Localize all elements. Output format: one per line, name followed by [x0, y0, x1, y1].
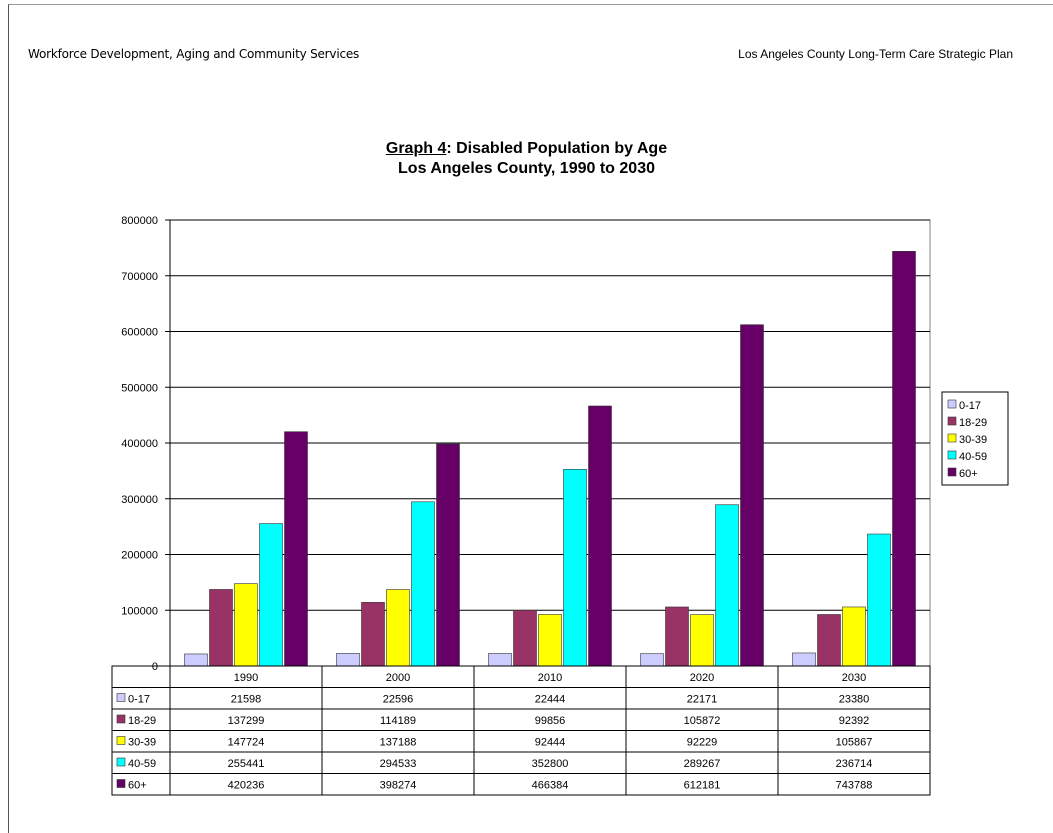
table-value: 294533 [380, 758, 417, 770]
table-series-name: 60+ [128, 780, 147, 792]
bar-40-59-1990 [259, 523, 283, 667]
bar-18-29-1990 [209, 589, 233, 667]
bar-60+-1990 [284, 431, 308, 667]
table-legend-swatch [116, 736, 126, 745]
y-tick-label: 600000 [121, 327, 158, 339]
bar-18-29-2000 [361, 602, 385, 667]
table-value: 137299 [228, 715, 265, 727]
legend-label: 40-59 [959, 451, 987, 463]
table-series-name: 40-59 [128, 758, 156, 770]
y-tick-label: 400000 [121, 438, 158, 450]
table-value: 22171 [687, 694, 718, 706]
legend-swatch [947, 433, 957, 443]
table-value: 289267 [684, 758, 721, 770]
table-value: 352800 [532, 758, 569, 770]
chart-subtitle: Los Angeles County, 1990 to 2030 [398, 160, 655, 177]
bar-60+-2020 [740, 324, 764, 667]
table-legend-swatch [116, 779, 126, 788]
table-value: 105872 [684, 715, 721, 727]
bar-60+-2010 [588, 405, 612, 667]
table-value: 137188 [380, 737, 417, 749]
x-category-label: 2030 [842, 672, 866, 684]
table-value: 22596 [383, 694, 414, 706]
table-value: 105867 [836, 737, 873, 749]
bar-30-39-2030 [842, 606, 866, 667]
table-value: 420236 [228, 780, 265, 792]
bar-40-59-2020 [715, 504, 739, 667]
legend-label: 30-39 [959, 434, 987, 446]
table-value: 398274 [380, 780, 417, 792]
chart-title: Graph 4: Disabled Population by Age [0, 140, 1053, 158]
table-legend-swatch [116, 714, 126, 724]
bar-18-29-2020 [665, 606, 689, 667]
legend-swatch [947, 399, 957, 409]
table-legend-swatch [116, 693, 126, 702]
table-series-name: 0-17 [128, 694, 150, 706]
table-value: 23380 [839, 694, 870, 706]
table-series-name: 30-39 [128, 737, 156, 749]
table-value: 92229 [687, 737, 718, 749]
table-value: 147724 [228, 737, 265, 749]
table-value: 99856 [535, 715, 566, 727]
bar-40-59-2000 [411, 501, 435, 667]
y-tick-label: 0 [152, 661, 158, 673]
legend-label: 60+ [959, 468, 978, 480]
bar-18-29-2010 [513, 610, 537, 667]
x-category-label: 1990 [234, 672, 258, 684]
table-value: 22444 [535, 694, 566, 706]
table-value: 114189 [380, 715, 416, 727]
legend-label: 18-29 [959, 417, 987, 429]
bar-30-39-2020 [690, 614, 714, 667]
table-value: 612181 [684, 780, 721, 792]
x-category-label: 2010 [538, 672, 562, 684]
bar-40-59-2030 [867, 533, 891, 667]
x-category-label: 2020 [690, 672, 714, 684]
legend-label: 0-17 [959, 400, 981, 412]
bar-0-17-2010 [488, 653, 512, 667]
y-tick-label: 300000 [121, 494, 158, 506]
bar-18-29-2030 [817, 614, 841, 667]
bar-0-17-2020 [640, 653, 664, 667]
bar-0-17-2030 [792, 652, 816, 667]
table-value: 92444 [535, 737, 566, 749]
table-value: 92392 [839, 715, 870, 727]
header-right: Los Angeles County Long-Term Care Strate… [738, 47, 1013, 61]
bar-30-39-1990 [234, 583, 258, 667]
table-value: 743788 [836, 780, 873, 792]
chart-title-prefix: Graph 4 [385, 140, 447, 157]
bar-30-39-2000 [386, 589, 410, 667]
table-value: 466384 [532, 780, 569, 792]
bar-60+-2030 [892, 251, 916, 667]
bar-60+-2000 [436, 443, 460, 667]
y-tick-label: 500000 [121, 382, 158, 394]
table-value: 255441 [228, 758, 265, 770]
legend-swatch [947, 450, 957, 460]
table-value: 236714 [836, 758, 873, 770]
legend-swatch [947, 467, 957, 477]
table-legend-swatch [116, 757, 126, 767]
y-tick-label: 200000 [121, 550, 158, 562]
legend-swatch [947, 416, 957, 426]
bar-0-17-2000 [336, 653, 360, 667]
bar-0-17-1990 [184, 653, 208, 667]
chart-title-rest: : Disabled Population by Age [446, 140, 668, 157]
page-frame [8, 4, 1053, 833]
table-series-name: 18-29 [128, 715, 156, 727]
y-tick-label: 800000 [121, 215, 158, 227]
table-value: 21598 [231, 694, 262, 706]
x-category-label: 2000 [386, 672, 410, 684]
y-tick-label: 700000 [121, 271, 158, 283]
header-left: Workforce Development, Aging and Communi… [28, 47, 360, 61]
y-tick-label: 100000 [121, 605, 158, 617]
bar-30-39-2010 [538, 614, 562, 667]
bar-40-59-2010 [563, 469, 587, 667]
